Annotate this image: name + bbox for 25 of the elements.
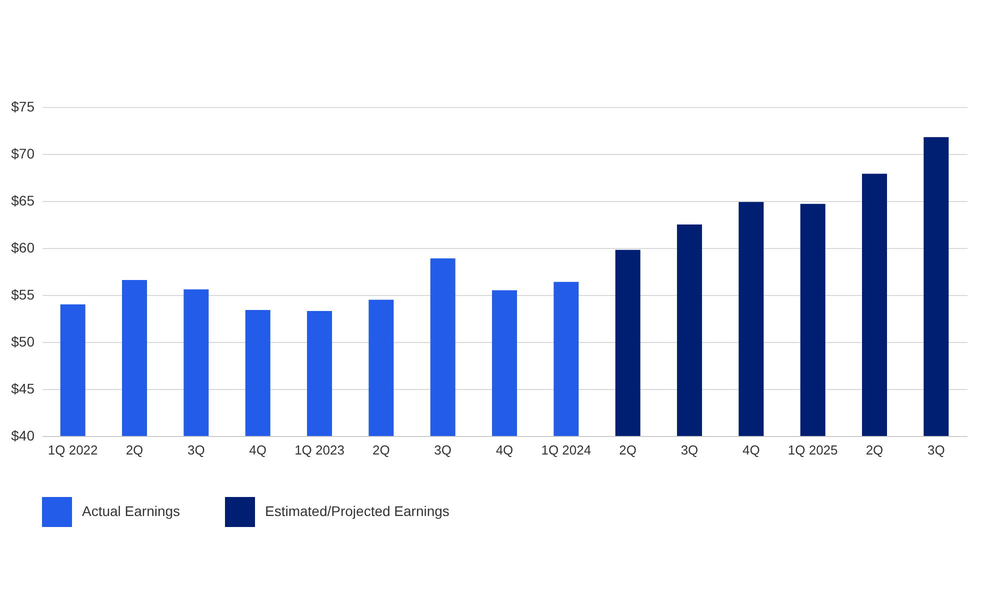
x-tick-label: 3Q: [434, 442, 452, 458]
x-tick-label: 2Q: [866, 442, 884, 458]
legend-label: Estimated/Projected Earnings: [265, 503, 450, 519]
x-tick-label: 3Q: [187, 442, 205, 458]
x-tick-label: 2Q: [372, 442, 390, 458]
x-tick-label: 2Q: [126, 442, 144, 458]
y-tick-label: $70: [11, 146, 35, 162]
y-tick-label: $75: [11, 98, 35, 114]
x-tick-label: 2Q: [619, 442, 637, 458]
x-tick-label: 3Q: [927, 442, 945, 458]
y-tick-label: $65: [11, 192, 35, 208]
y-tick-label: $55: [11, 286, 35, 302]
x-tick-label: 4Q: [249, 442, 267, 458]
y-tick-label: $40: [11, 428, 35, 444]
x-tick-label: 4Q: [742, 442, 760, 458]
x-tick-label: 1Q 2024: [541, 442, 592, 458]
x-tick-label: 4Q: [496, 442, 514, 458]
x-tick-label: 3Q: [680, 442, 698, 458]
y-tick-label: $50: [11, 334, 35, 350]
x-tick-label: 1Q 2023: [294, 442, 344, 458]
x-tick-label: 1Q 2025: [788, 442, 838, 458]
y-tick-label: $45: [11, 380, 35, 396]
legend-label: Actual Earnings: [82, 503, 180, 519]
x-tick-label: 1Q 2022: [48, 442, 98, 458]
y-tick-label: $60: [11, 240, 35, 256]
